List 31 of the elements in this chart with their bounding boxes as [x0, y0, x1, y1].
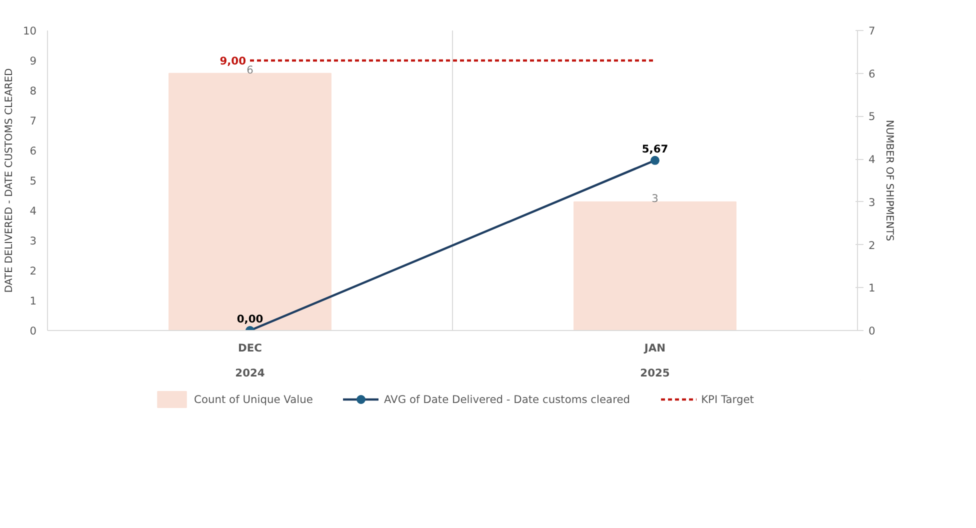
y-tick-label: 6	[30, 144, 37, 158]
category-label: DEC 2024	[235, 342, 265, 380]
y-tick-label: 0	[30, 324, 37, 338]
y-tick-label: 3	[30, 234, 36, 248]
data-label: 6	[246, 63, 254, 76]
data-label: 9,00	[220, 54, 246, 68]
legend-label: Count of Unique Value	[194, 392, 313, 406]
y2-tick-label: 4	[868, 153, 876, 166]
category-label: JAN 2025	[640, 342, 670, 380]
y-tick-label: 10	[22, 24, 37, 38]
y-tick-label: 5	[30, 174, 36, 188]
y-tick-label: 8	[30, 84, 37, 98]
y-tick-label: 4	[30, 204, 37, 218]
data-label: 0,00	[236, 312, 264, 326]
y2-tick-label: 5	[868, 110, 876, 124]
data-label: 3	[652, 192, 658, 205]
y2-tick-label: 3	[868, 196, 876, 209]
y2-axis-title: NUMBER OF SHIPMENTS	[883, 120, 894, 242]
y-tick-label: 9	[30, 54, 37, 68]
legend-label: KPI Target	[701, 392, 754, 406]
y-tick-label: 2	[30, 264, 36, 278]
data-label: 5,67	[642, 142, 668, 156]
y2-tick-label: 6	[868, 67, 876, 80]
y2-tick-label: 0	[868, 324, 876, 338]
y2-tick-label: 2	[868, 238, 876, 252]
y2-tick-label: 1	[868, 282, 876, 295]
legend-label: AVG of Date Delivered - Date customs cleared	[384, 392, 630, 406]
y-tick-label: 1	[30, 294, 36, 308]
y-axis-title: DATE DELIVERED - DATE CUSTOMS CLEARED	[4, 68, 15, 293]
y-tick-label: 7	[30, 114, 36, 128]
y2-tick-label: 7	[868, 24, 876, 38]
